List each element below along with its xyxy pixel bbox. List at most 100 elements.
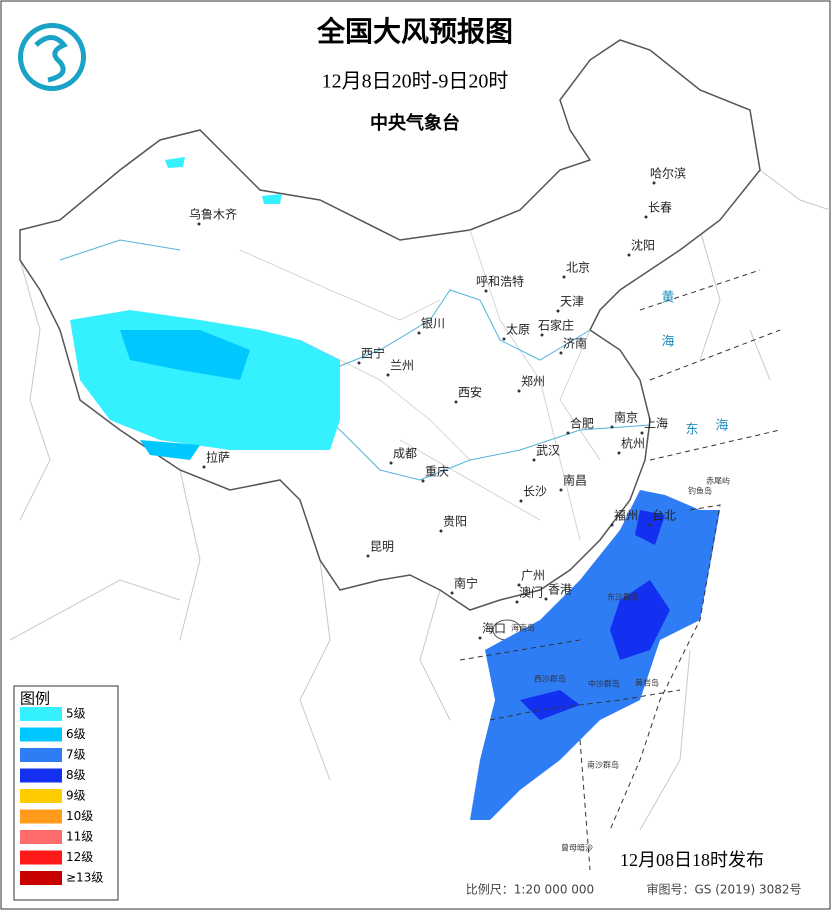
city-dot [648,523,652,527]
city-label: 呼和浩特 [476,274,524,289]
city-dot [517,389,521,393]
legend-label: 6级 [66,727,86,741]
issuer: 中央气象台 [370,112,460,134]
legend-swatch [20,727,62,742]
city-label: 乌鲁木齐 [189,207,237,222]
legend-swatch [20,768,62,783]
city-label: 天津 [560,295,584,309]
city-dot [559,351,563,355]
city-dot [540,333,544,337]
city-dot [502,337,506,341]
city-dot [617,451,621,455]
legend-swatch [20,850,62,865]
city-dot [610,425,614,429]
city-dot [386,373,390,377]
title: 全国大风预报图 [316,15,513,48]
city-label: 沈阳 [631,238,655,253]
city-label: 福州 [614,508,638,523]
city-dot [532,458,536,462]
sea-label: 海 [661,335,674,350]
city-dot [454,400,458,404]
city-dot [417,331,421,335]
issued-time: 12月08日18时发布 [620,850,764,870]
city-label: 南宁 [454,576,478,591]
legend-label: 9级 [66,789,86,803]
island-label: 曾母暗沙 [561,843,593,853]
city-dot [559,488,563,492]
legend-label: 7级 [66,748,86,762]
city-label: 南京 [614,410,638,425]
city-dot [389,461,393,465]
island-label: 黄岩岛 [635,678,659,688]
city-label: 海口 [482,621,506,636]
city-label: 哈尔滨 [650,166,686,181]
legend-label: 8级 [66,768,86,782]
city-label: 长沙 [523,485,547,499]
scale: 比例尺：1:20 000 000 [466,883,594,897]
city-dot [652,181,656,185]
city-label: 长春 [648,201,672,215]
sea-label: 海 [715,419,728,434]
legend-title: 图例 [20,690,50,708]
legend-swatch [20,789,62,803]
city-label: 贵阳 [443,515,467,529]
city-label: 武汉 [536,444,560,458]
city-label: 香港 [548,583,572,597]
period: 12月8日20时-9日20时 [322,70,509,93]
legend-label: 5级 [66,707,86,721]
logo [18,23,86,91]
legend-swatch [20,871,62,885]
city-label: 澳门 [519,585,543,600]
sea-label: 东 [685,423,698,438]
map-number: 审图号：GS (2019) 3082号 [647,882,802,897]
city-dot [478,636,482,640]
island-label: 钓鱼岛 [688,486,712,496]
city-label: 济南 [563,336,587,351]
legend-swatch [20,830,62,844]
city-dot [640,431,644,435]
city-label: 北京 [566,261,590,275]
city-dot [562,275,566,279]
city-label: 合肥 [570,416,594,431]
city-dot [421,479,425,483]
city-dot [366,554,370,558]
wind-areas [70,157,720,820]
legend-label: 12级 [66,850,93,864]
city-dot [566,431,570,435]
island-label: 南沙群岛 [587,760,619,770]
sea-label: 黄 [661,291,674,306]
island-label: 中沙群岛 [588,679,620,689]
island-label: 赤尾屿 [706,477,730,486]
city-dot [202,465,206,469]
city-label: 成都 [393,447,417,461]
city-dot [644,215,648,219]
city-label: 昆明 [370,540,394,554]
city-dot [627,253,631,257]
island-label: 东沙群岛 [607,592,639,602]
city-dot [610,523,614,527]
city-label: 兰州 [390,359,414,373]
neighbor-borders [9,169,831,831]
city-label: 广州 [521,569,545,583]
legend-label: 10级 [66,809,93,823]
city-dot [544,597,548,601]
city-label: 西宁 [361,346,385,361]
rivers [59,239,651,481]
city-label: 杭州 [621,436,645,451]
city-dot [515,600,519,604]
city-label: 太原 [506,322,530,337]
city-dot [517,583,521,587]
city-dot [484,289,488,293]
city-dot [439,529,443,533]
city-label: 郑州 [521,374,545,389]
city-label: 重庆 [425,465,449,479]
island-label: 海南岛 [511,623,535,633]
legend-label: 11级 [66,830,93,844]
city-label: 上海 [644,416,668,431]
city-dot [556,309,560,313]
city-label: 石家庄 [538,318,574,333]
city-dot [519,499,523,503]
city-dot [450,591,454,595]
city-dot [357,361,361,365]
